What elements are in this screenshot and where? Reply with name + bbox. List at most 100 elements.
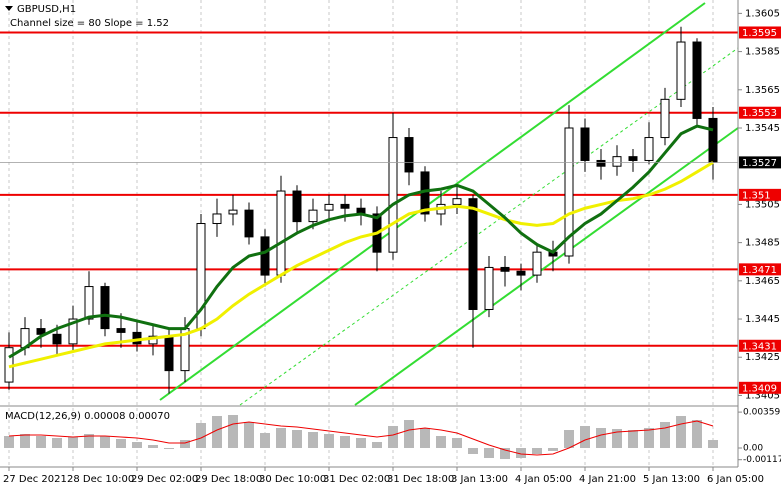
macd-bar (276, 428, 286, 448)
moving-average (8, 124, 714, 359)
level-label: 1.3409 (742, 383, 777, 394)
candle-body (596, 159, 606, 167)
macd-label: MACD(12,26,9) 0.00008 0.00070 (5, 411, 170, 422)
macd-bar (708, 440, 718, 448)
chart-subtitle: Channel size = 80 Slope = 1.52 (10, 18, 169, 29)
candle-body (388, 137, 398, 253)
macd-bar (180, 440, 190, 448)
macd-bar (132, 442, 142, 448)
macd-bar (84, 434, 94, 448)
channel-upper (159, 2, 706, 401)
macd-signal (8, 420, 714, 456)
macd-bar (676, 416, 686, 448)
macd-bar (164, 448, 174, 449)
macd-bar (340, 436, 350, 448)
candle-body (580, 127, 590, 161)
macd-y-tick-label: -0.00117 (743, 455, 781, 465)
level-label-bg (739, 188, 781, 201)
macd-bar (500, 448, 510, 459)
candle-body (164, 335, 174, 372)
x-tick-label: 6 Jan 05:00 (707, 474, 764, 485)
y-tick-label: 1.3565 (745, 85, 780, 96)
macd-bar (660, 422, 670, 448)
macd-bar (564, 430, 574, 448)
candle-body (36, 328, 46, 335)
macd-bar (532, 448, 542, 454)
candle-body (308, 209, 318, 223)
x-tick-label: 28 Dec 10:00 (67, 474, 134, 485)
candle-body (84, 286, 94, 320)
candle-body (68, 318, 78, 345)
y-tick-label: 1.3465 (745, 276, 780, 287)
macd-bar (388, 426, 398, 448)
macd-bar (100, 436, 110, 448)
y-tick-label: 1.3505 (745, 199, 780, 210)
macd-bar (548, 448, 558, 451)
level-label: 1.3431 (742, 341, 777, 352)
candle-body (404, 137, 414, 173)
level-label: 1.3595 (742, 28, 777, 39)
macd-y-tick-label: 0.00359 (743, 408, 780, 418)
macd-y-tick-label: 0.00 (743, 444, 763, 454)
candle-body (628, 156, 638, 161)
y-tick-label: 1.3605 (745, 8, 780, 19)
macd-bar (452, 438, 462, 448)
x-tick-label: 29 Dec 02:00 (131, 474, 198, 485)
y-tick-label: 1.3585 (745, 47, 780, 58)
candle-body (276, 190, 286, 276)
candle-body (484, 266, 494, 310)
y-tick-label: 1.3545 (745, 123, 780, 134)
x-tick-label: 27 Dec 2021 (3, 474, 67, 485)
level-label-bg (739, 26, 781, 39)
candle-body (660, 98, 670, 139)
moving-average (8, 161, 714, 369)
x-tick-label: 31 Dec 02:00 (323, 474, 390, 485)
candle-body (500, 266, 510, 272)
macd-bar (4, 436, 14, 448)
macd-bar (20, 434, 30, 448)
last-price-label: 1.3527 (742, 158, 777, 169)
menu-arrow[interactable] (5, 6, 13, 11)
candle-body (708, 117, 718, 163)
macd-bar (436, 436, 446, 448)
last-price-bg (739, 156, 781, 169)
macd-bar (228, 415, 238, 448)
macd-bar (468, 448, 478, 454)
x-tick-label: 5 Jan 13:00 (643, 474, 700, 485)
candle-body (100, 286, 110, 330)
x-tick-label: 3 Jan 13:00 (451, 474, 508, 485)
level-label-bg (739, 381, 781, 394)
level-label: 1.3553 (742, 108, 777, 119)
macd-bar (116, 439, 126, 448)
y-tick-label: 1.3485 (745, 238, 780, 249)
macd-bar (212, 416, 222, 448)
macd-bar (148, 445, 158, 448)
level-label-bg (739, 263, 781, 276)
candle-body (516, 270, 526, 276)
macd-bar (596, 428, 606, 448)
candle-body (132, 331, 142, 345)
candle-body (676, 41, 686, 100)
candle-body (532, 251, 542, 276)
x-tick-label: 29 Dec 18:00 (195, 474, 262, 485)
macd-bar (628, 430, 638, 448)
candle-body (468, 198, 478, 310)
candle-body (612, 156, 622, 167)
macd-bar (292, 430, 302, 448)
channel-middle (239, 47, 739, 406)
macd-bar (404, 420, 414, 448)
candle-body (244, 209, 254, 238)
macd-bar (324, 434, 334, 448)
y-tick-label: 1.3425 (745, 352, 780, 363)
channel-lower (354, 127, 739, 406)
macd-bar (644, 428, 654, 448)
x-tick-label: 30 Dec 10:00 (259, 474, 326, 485)
macd-bar (36, 436, 46, 448)
candle-body (212, 213, 222, 225)
macd-bar (260, 433, 270, 448)
macd-bar (244, 422, 254, 448)
candle-body (564, 127, 574, 257)
macd-bar (308, 432, 318, 448)
candle-body (644, 137, 654, 161)
macd-bar (356, 438, 366, 448)
